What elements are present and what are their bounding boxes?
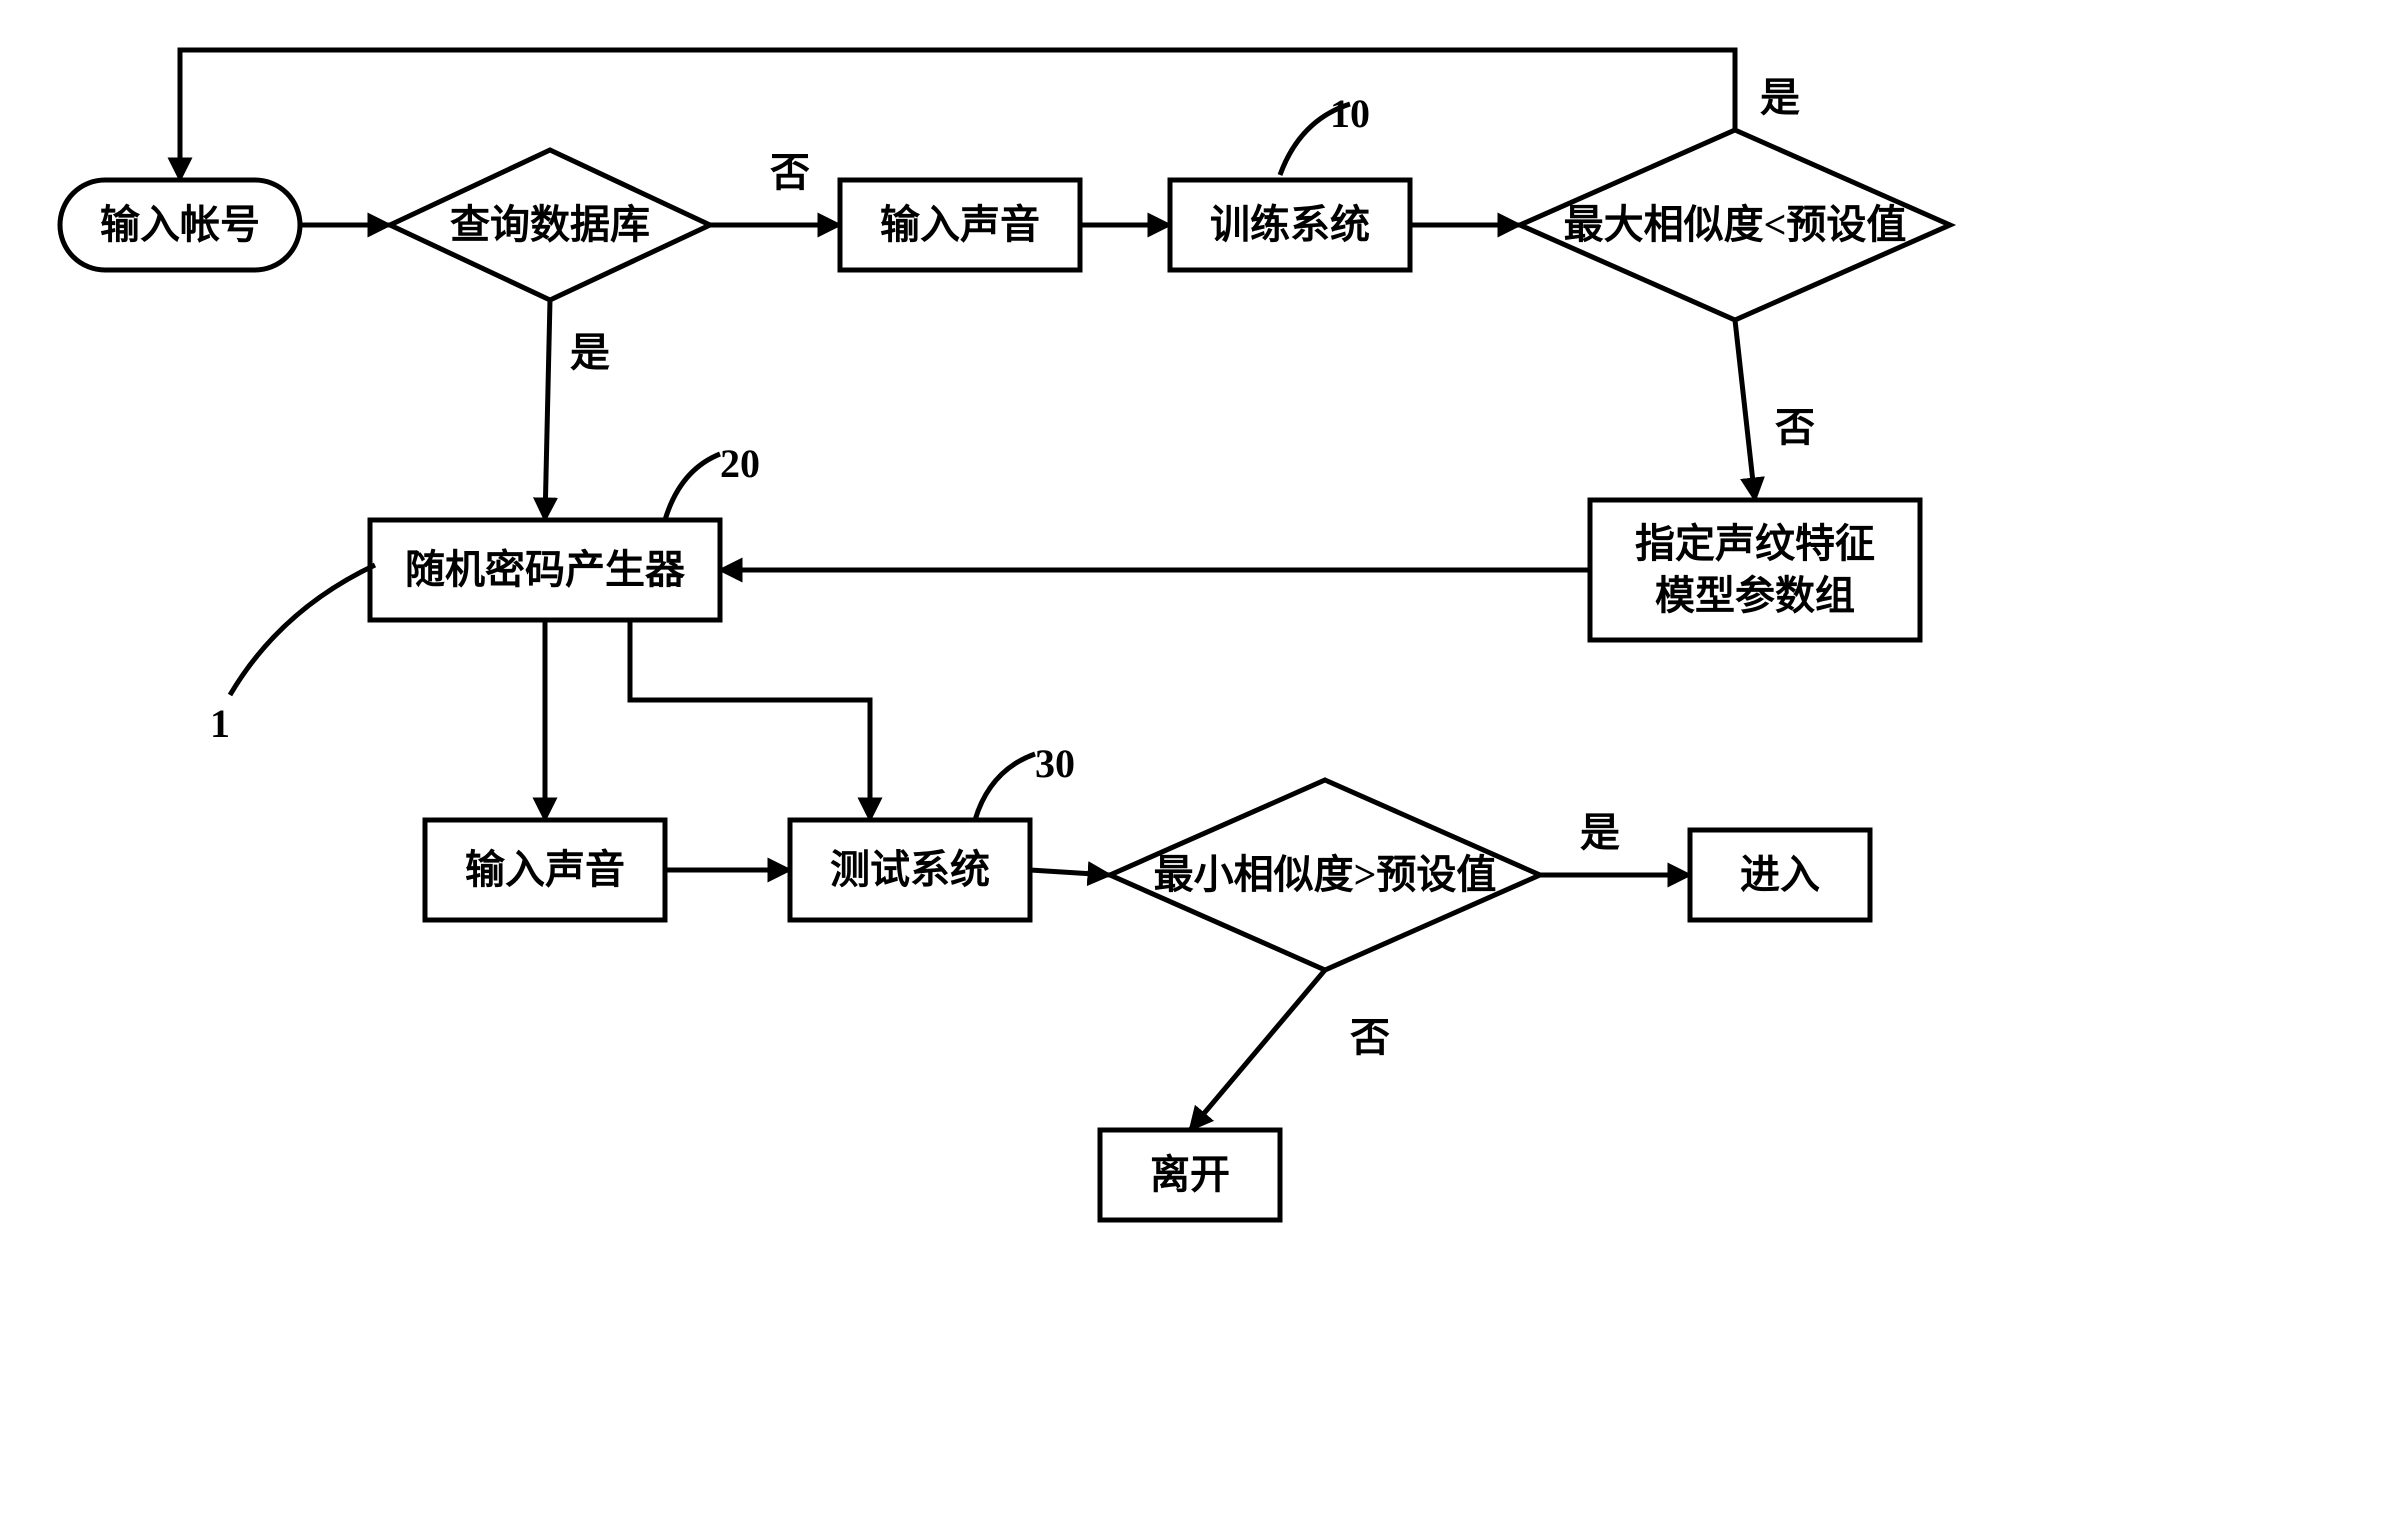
edge (545, 300, 550, 520)
node-text-n12: 离开 (1100, 1130, 1280, 1220)
node-text-n2: 查询数据库 (390, 150, 710, 300)
label-l_yes3: 是 (1580, 800, 1620, 858)
edge (1735, 320, 1755, 500)
node-text-n10: 最小相似度>预设值 (1110, 780, 1540, 970)
node-text-n6: 指定声纹特征 模型参数组 (1590, 500, 1920, 640)
label-l_no2: 否 (1775, 395, 1815, 453)
node-text-n8: 输入声音 (425, 820, 665, 920)
leader-line (665, 454, 720, 520)
node-text-n7: 随机密码产生器 (370, 520, 720, 620)
node-text-n5: 最大相似度<预设值 (1520, 130, 1950, 320)
edge (1030, 870, 1110, 875)
label-l_yes2: 是 (570, 320, 610, 378)
label-l_yes1: 是 (1760, 65, 1800, 123)
label-l_no3: 否 (1350, 1005, 1390, 1063)
label-ref_30: 30 (1035, 740, 1075, 787)
leader-line (975, 754, 1035, 820)
flowchart-canvas: 输入帐号查询数据库输入声音训练系统最大相似度<预设值指定声纹特征 模型参数组随机… (0, 0, 2396, 1513)
node-text-n1: 输入帐号 (60, 180, 300, 270)
node-text-n3: 输入声音 (840, 180, 1080, 270)
node-text-n11: 进入 (1690, 830, 1870, 920)
node-text-n4: 训练系统 (1170, 180, 1410, 270)
leader-line (230, 565, 375, 695)
label-ref_20: 20 (720, 440, 760, 487)
label-ref_1: 1 (210, 700, 230, 747)
label-ref_10: 10 (1330, 90, 1370, 137)
label-l_no1: 否 (770, 140, 810, 198)
edge (630, 620, 870, 820)
node-text-n9: 测试系统 (790, 820, 1030, 920)
edge (1190, 970, 1325, 1130)
